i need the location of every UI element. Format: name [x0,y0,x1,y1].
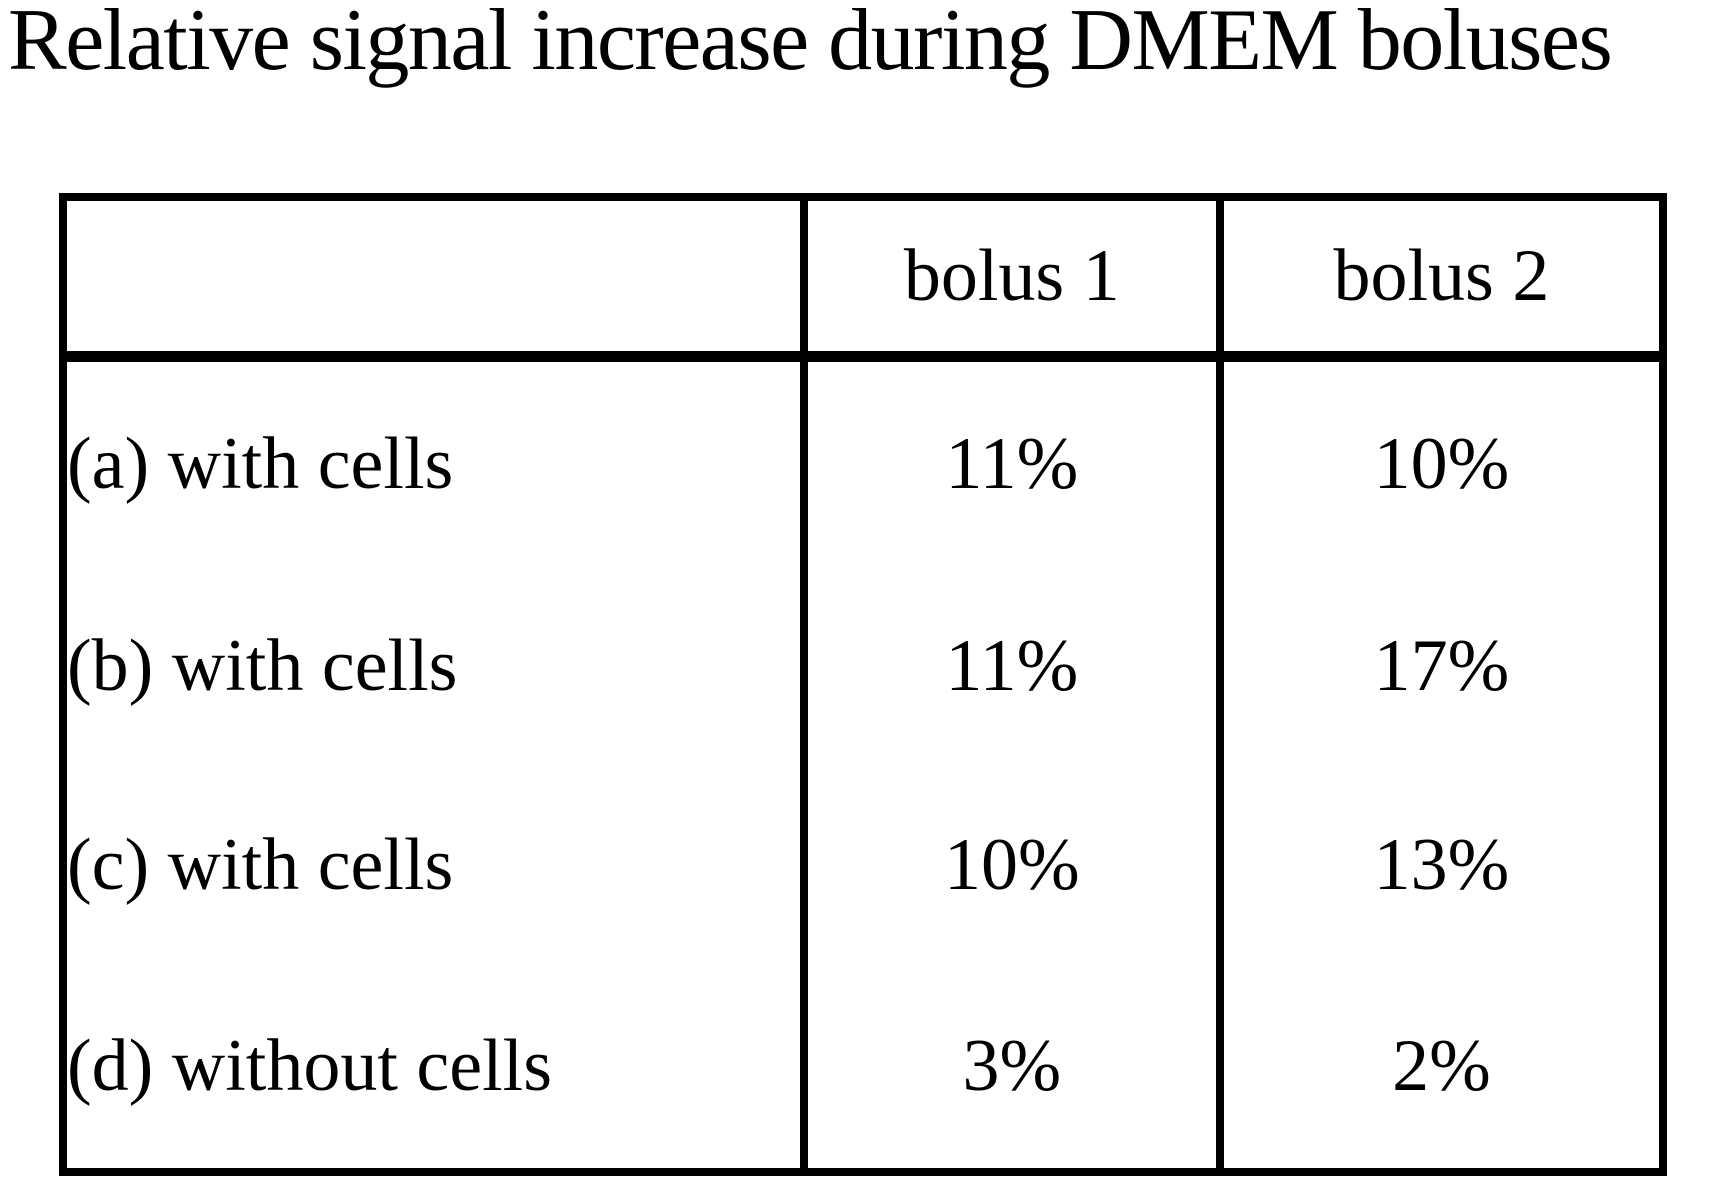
row-label-a: (a) with cells [59,356,808,568]
figure-title: Relative signal increase during DMEM bol… [8,0,1613,89]
row-label-c: (c) with cells [59,765,808,965]
header-cell-bolus-2: bolus 2 [1215,193,1668,362]
value-c-bolus-2: 13% [1215,765,1668,965]
value-c-bolus-1: 10% [799,765,1224,965]
value-d-bolus-2: 2% [1215,964,1668,1176]
table-row: bolus 1 bolus 2 [59,193,1668,362]
table-row: (b) with cells 11% 17% [59,567,1668,766]
row-label-b: (b) with cells [59,567,808,766]
value-d-bolus-1: 3% [799,964,1224,1176]
header-cell-empty [59,193,808,362]
table-header-row: bolus 1 bolus 2 [59,193,1668,362]
row-label-d: (d) without cells [59,964,808,1176]
value-a-bolus-1: 11% [799,356,1224,568]
results-table: bolus 1 bolus 2 (a) with cells 11% 10% (… [59,193,1668,1176]
table-row: (a) with cells 11% 10% [59,356,1668,568]
header-cell-bolus-1: bolus 1 [799,193,1224,362]
table-row: (d) without cells 3% 2% [59,964,1668,1176]
value-b-bolus-1: 11% [799,567,1224,766]
value-b-bolus-2: 17% [1215,567,1668,766]
value-a-bolus-2: 10% [1215,356,1668,568]
table-row: (c) with cells 10% 13% [59,765,1668,965]
table-body: (a) with cells 11% 10% (b) with cells 11… [59,356,1668,1176]
